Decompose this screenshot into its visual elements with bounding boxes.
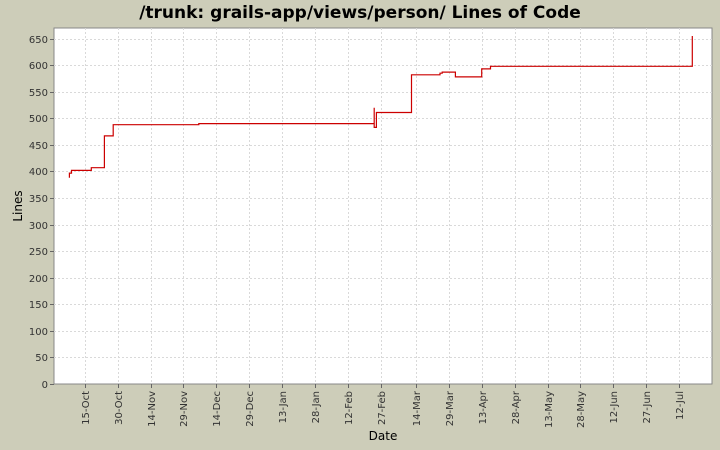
x-tick-label: 29-Nov xyxy=(179,391,190,427)
y-tick-label: 500 xyxy=(29,114,48,125)
x-tick-label: 28-May xyxy=(576,391,587,428)
y-tick-label: 300 xyxy=(29,221,48,232)
grid xyxy=(54,28,712,384)
y-axis-label: Lines xyxy=(11,190,25,221)
y-tick-label: 650 xyxy=(29,35,48,46)
y-tick-label: 550 xyxy=(29,88,48,99)
series-line xyxy=(68,36,693,178)
x-tick-label: 13-Jan xyxy=(278,391,289,423)
x-tick-label: 30-Oct xyxy=(114,391,125,425)
x-tick-label: 27-Feb xyxy=(377,391,388,425)
y-tick-label: 100 xyxy=(29,327,48,338)
plot-area xyxy=(53,27,713,385)
x-tick-label: 15-Oct xyxy=(81,391,92,425)
x-tick-label: 28-Jan xyxy=(311,391,322,423)
x-tick-label: 12-Jul xyxy=(675,391,686,420)
y-tick-label: 0 xyxy=(42,380,48,391)
chart-title: /trunk: grails-app/views/person/ Lines o… xyxy=(139,3,581,23)
y-tick-label: 450 xyxy=(29,141,48,152)
series-layer xyxy=(68,36,693,178)
x-axis-label: Date xyxy=(369,429,398,443)
x-tick-label: 14-Nov xyxy=(147,391,158,427)
x-tick-label: 12-Jun xyxy=(609,391,620,424)
x-tick-label: 13-May xyxy=(544,391,555,428)
x-tick-label: 14-Dec xyxy=(212,391,223,427)
x-tick-label: 28-Apr xyxy=(511,390,522,424)
y-tick-label: 350 xyxy=(29,194,48,205)
y-tick-label: 400 xyxy=(29,167,48,178)
y-tick-label: 150 xyxy=(29,300,48,311)
x-tick-label: 27-Jun xyxy=(642,391,653,424)
y-tick-label: 600 xyxy=(29,61,48,72)
x-tick-label: 14-Mar xyxy=(412,390,423,426)
y-tick-label: 50 xyxy=(35,353,48,364)
x-tick-label: 12-Feb xyxy=(344,391,355,425)
axes: 0 50 100 150 200 250 300 350 400 450 500 550 600 650 1… xyxy=(29,35,686,428)
y-tick-label: 200 xyxy=(29,274,48,285)
y-tick-label: 250 xyxy=(29,247,48,258)
x-tick-label: 13-Apr xyxy=(478,390,489,424)
x-tick-label: 29-Mar xyxy=(445,390,456,426)
x-tick-label: 29-Dec xyxy=(245,391,256,427)
